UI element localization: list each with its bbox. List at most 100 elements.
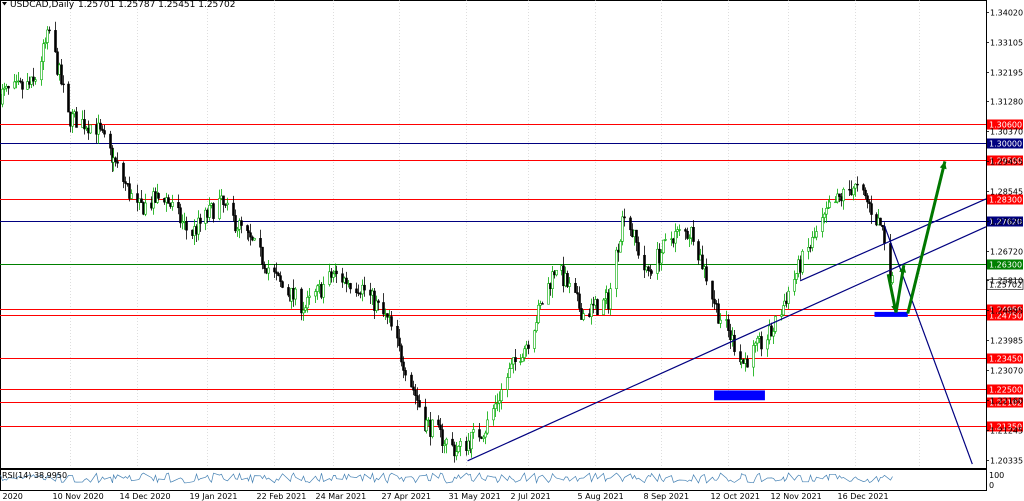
candle-body bbox=[363, 284, 366, 291]
candle-body bbox=[688, 237, 691, 240]
candle-body bbox=[621, 216, 624, 242]
candle-body bbox=[629, 217, 632, 231]
candle-body bbox=[443, 443, 446, 446]
candle-body bbox=[437, 419, 440, 426]
candle-body bbox=[306, 297, 309, 309]
candle-body bbox=[273, 267, 276, 273]
candle-body bbox=[253, 238, 256, 241]
horizontal-levels[interactable]: 1.30600 1.30000 1.29500 1.28300 1.27620 1.263… bbox=[0, 119, 1024, 432]
candle-body bbox=[711, 280, 714, 300]
trendline[interactable] bbox=[467, 226, 987, 462]
candle-body bbox=[335, 270, 338, 275]
candle-body bbox=[527, 344, 530, 349]
candle-body bbox=[596, 299, 599, 315]
candle-body bbox=[766, 339, 769, 350]
level-price-label: 1.24950 bbox=[989, 306, 1022, 315]
arrow-shaft[interactable] bbox=[906, 160, 947, 314]
candle-body bbox=[232, 202, 235, 216]
candle-body bbox=[34, 79, 37, 82]
candle-body bbox=[386, 313, 389, 318]
candle-body bbox=[316, 285, 319, 292]
candle-body bbox=[226, 202, 229, 205]
x-tick-label: 14 Dec 2020 bbox=[120, 492, 171, 501]
candle-body bbox=[787, 290, 790, 304]
candle-body bbox=[396, 325, 399, 339]
trendlines[interactable] bbox=[467, 198, 987, 465]
candle-body bbox=[815, 231, 818, 238]
candle-body bbox=[484, 432, 487, 438]
level-price-tag bbox=[987, 384, 1023, 395]
candle-body bbox=[167, 197, 170, 204]
level-price-tag bbox=[987, 353, 1023, 364]
dropdown-triangle-icon[interactable] bbox=[2, 2, 7, 6]
candle-body bbox=[697, 241, 700, 261]
trendline[interactable] bbox=[883, 224, 973, 465]
level-price-tag bbox=[987, 155, 1023, 166]
arrows[interactable] bbox=[886, 160, 947, 314]
candle-body bbox=[67, 83, 70, 113]
x-tick-label: 12 Oct 2021 bbox=[711, 492, 760, 501]
candle-body bbox=[1, 88, 4, 105]
candle-body bbox=[7, 86, 10, 89]
candle-body bbox=[770, 325, 773, 337]
candle-body bbox=[304, 307, 307, 311]
candle-body bbox=[754, 342, 757, 346]
candle-body bbox=[204, 209, 207, 224]
candle-body bbox=[506, 377, 509, 390]
candle-body bbox=[377, 300, 380, 303]
candle-body bbox=[410, 374, 413, 388]
zones[interactable] bbox=[714, 311, 908, 401]
arrow-shaft[interactable] bbox=[894, 264, 906, 313]
candle-body bbox=[236, 228, 239, 232]
candle-body bbox=[275, 271, 278, 274]
x-tick-label: 5 Aug 2021 bbox=[578, 492, 624, 501]
zone-rect[interactable] bbox=[714, 390, 765, 401]
candle-body bbox=[197, 217, 200, 235]
candle-body bbox=[521, 357, 524, 362]
candle-body bbox=[308, 295, 311, 298]
candle-body bbox=[854, 183, 857, 189]
candle-body bbox=[302, 309, 305, 314]
zone-rect[interactable] bbox=[874, 311, 908, 317]
candle-body bbox=[590, 303, 593, 317]
level-price-label: 1.28300 bbox=[989, 196, 1022, 205]
candle-body bbox=[574, 282, 577, 293]
candle-body bbox=[412, 386, 415, 391]
candle-body bbox=[780, 314, 783, 317]
candle-body bbox=[195, 226, 198, 235]
candle-body bbox=[3, 87, 6, 90]
candle-body bbox=[457, 445, 460, 452]
candle-body bbox=[177, 202, 180, 209]
candle-body bbox=[418, 400, 421, 408]
candle-body bbox=[674, 231, 677, 244]
candle-body bbox=[136, 193, 139, 203]
level-price-label: 1.27620 bbox=[989, 218, 1022, 227]
x-tick-label: 16 Dec 2021 bbox=[838, 492, 889, 501]
level-price-label: 1.24750 bbox=[989, 312, 1022, 321]
candle-body bbox=[793, 279, 796, 292]
candle-body bbox=[13, 81, 16, 89]
candle-body bbox=[193, 226, 196, 236]
candle-body bbox=[541, 303, 544, 305]
candle-body bbox=[602, 299, 605, 315]
trendline[interactable] bbox=[799, 198, 987, 282]
candle-body bbox=[62, 83, 65, 86]
candle-body bbox=[498, 400, 501, 404]
candle-body bbox=[140, 198, 143, 203]
candle-body bbox=[185, 221, 188, 231]
candle-body bbox=[116, 161, 119, 164]
candle-body bbox=[519, 361, 522, 363]
candle-body bbox=[247, 230, 250, 234]
candle-body bbox=[332, 273, 335, 278]
candle-body bbox=[375, 300, 378, 311]
candle-body bbox=[451, 438, 454, 446]
candle-body bbox=[251, 236, 254, 241]
candle-body bbox=[533, 330, 536, 349]
candle-body bbox=[314, 291, 317, 297]
candle-body bbox=[109, 133, 112, 149]
candle-body bbox=[128, 183, 131, 199]
candle-body bbox=[821, 217, 824, 232]
candle-body bbox=[660, 252, 663, 264]
candle-body bbox=[813, 236, 816, 239]
